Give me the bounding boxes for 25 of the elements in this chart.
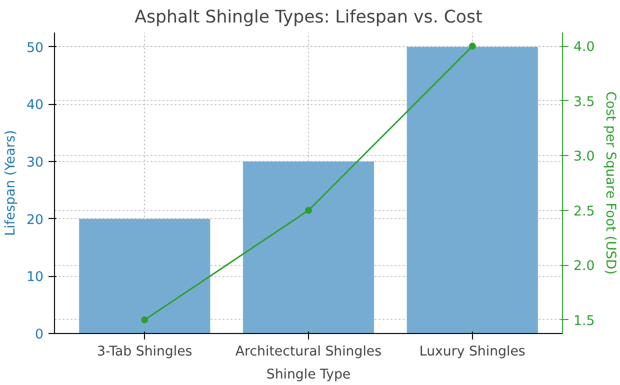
bar (242, 162, 374, 334)
y2-axis-title: Cost per Square Foot (USD) (602, 91, 618, 275)
point (468, 42, 476, 50)
y-tick-label: 40 (26, 98, 44, 114)
y-axis-title: Lifespan (Years) (4, 130, 19, 236)
chart-title: Asphalt Shingle Types: Lifespan vs. Cost (134, 8, 483, 28)
y2-tick-label: 2.5 (574, 204, 595, 220)
y2-tick-label: 1.5 (574, 314, 595, 329)
point (305, 206, 312, 214)
x-tick-label: 3-Tab Shingles (97, 344, 192, 360)
y-tick-label: 10 (26, 270, 44, 286)
point (141, 316, 148, 324)
y2-tick-label: 3.5 (574, 94, 595, 110)
x-tick-label: Luxury Shingles (419, 344, 526, 360)
x-axis-title: Shingle Type (266, 368, 351, 382)
x-tick-label: Architectural Shingles (235, 344, 382, 360)
y-tick-label: 30 (26, 156, 44, 170)
y-tick-label: 50 (26, 40, 44, 56)
y-tick-label: 20 (26, 212, 44, 228)
y2-tick-label: 4.0 (574, 40, 595, 56)
bar (406, 46, 538, 334)
y2-tick-label: 3.0 (574, 150, 595, 165)
y-tick-label: 0 (35, 328, 44, 342)
bar (79, 218, 210, 334)
y2-tick-label: 2.0 (574, 259, 595, 274)
